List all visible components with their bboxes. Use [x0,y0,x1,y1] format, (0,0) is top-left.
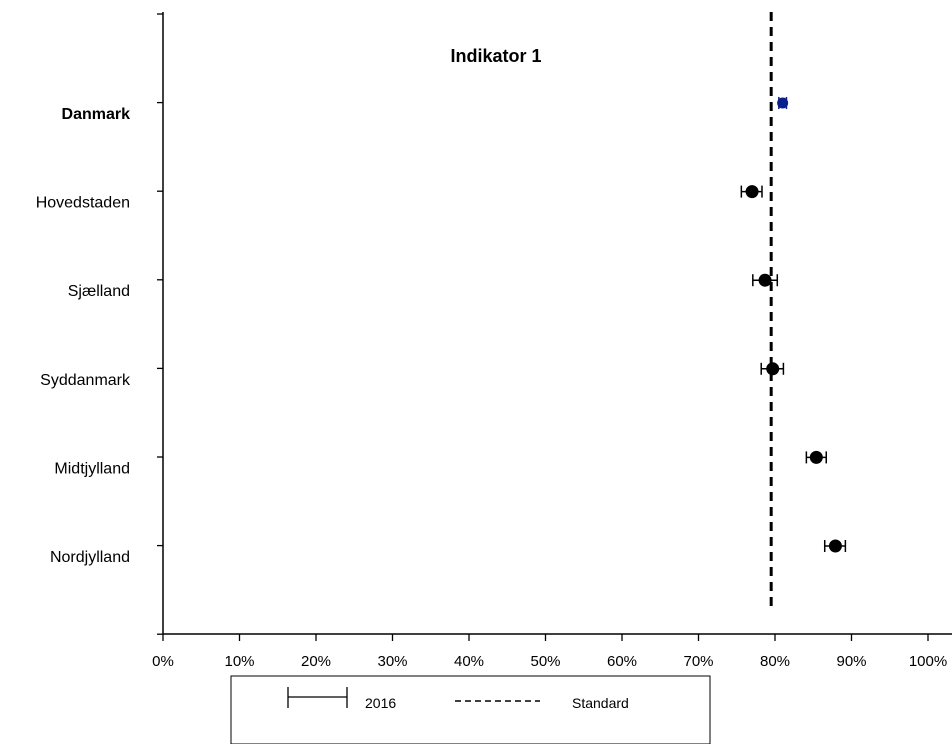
data-point [809,450,823,464]
data-point-group [805,450,828,464]
x-tick-label: 70% [683,653,713,670]
x-tick-label: 60% [607,653,637,670]
data-point-group [777,97,789,109]
legend-errorbar-icon [287,687,348,708]
category-label: Hovedstaden [36,195,130,212]
data-point-group [823,539,847,553]
x-tick-label: 10% [224,653,254,670]
data-point-group [740,185,763,199]
y-ticks [157,13,163,635]
chart-title: Indikator 1 [450,46,541,66]
x-tick-label: 90% [836,653,866,670]
x-tick-label: 80% [760,653,790,670]
x-tick-label: 100% [909,653,947,670]
x-tick-label: 0% [152,653,174,670]
x-tick-label: 50% [530,653,560,670]
category-label: Danmark [62,106,131,123]
legend-label-standard: Standard [572,695,629,711]
x-tick-label: 20% [301,653,331,670]
data-points [740,97,847,553]
category-label: Syddanmark [40,372,131,389]
category-label: Sjælland [68,283,130,300]
data-point-group [760,362,785,376]
x-tick-label: 40% [454,653,484,670]
data-point-group [752,273,779,287]
data-point [777,97,789,109]
data-point [828,539,842,553]
legend-box [230,675,711,744]
data-point [758,273,772,287]
x-tick-label: 30% [377,653,407,670]
category-label: Nordjylland [50,549,130,566]
category-labels: Danmark Hovedstaden Sjælland Syddanmark Midt… [36,106,131,566]
legend: 2016 Standard [230,675,711,744]
category-label: Midtjylland [54,460,130,477]
legend-label-2016: 2016 [365,695,396,711]
data-point [766,362,780,376]
data-point [745,185,759,199]
x-ticks: 0% 10% 20% 30% 40% 50% 60% 70% 80% 90% 100% [152,634,947,670]
